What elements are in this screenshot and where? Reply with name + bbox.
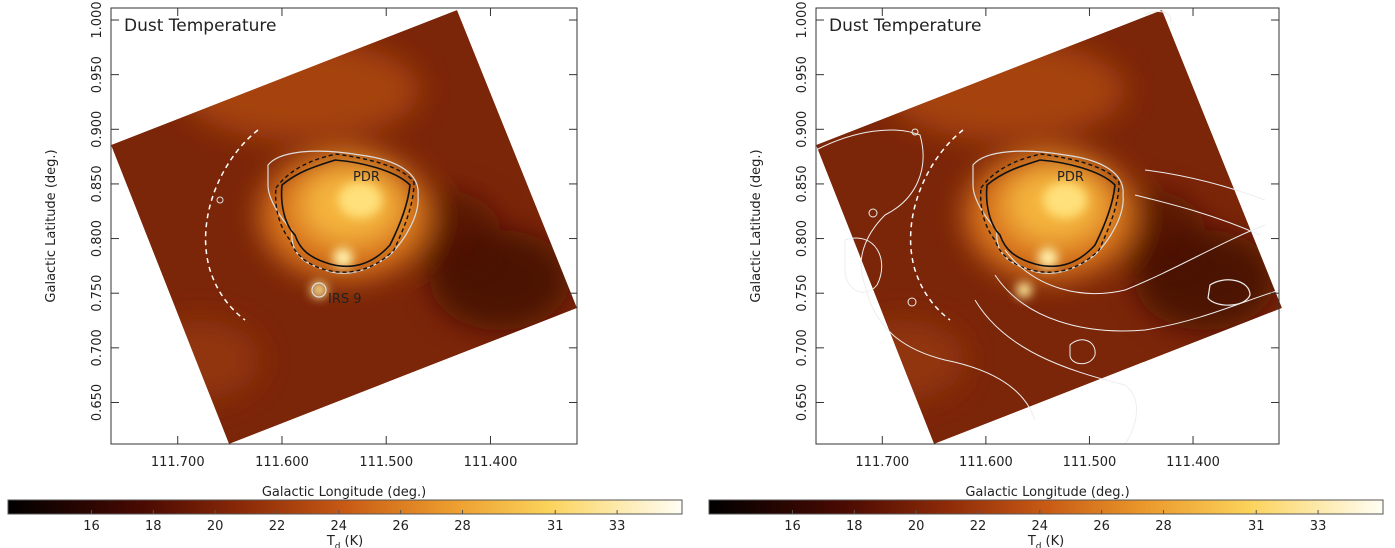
y-axis-label: Galactic Latitude (deg.)	[44, 149, 59, 302]
panel-image	[111, 10, 577, 444]
annotation: PDR	[1057, 170, 1084, 185]
colorbar-label-subscript: d	[1036, 542, 1042, 548]
annotation: PDR	[353, 170, 380, 185]
colorbar-tick-label: 20	[207, 519, 224, 534]
x-axis-label: Galactic Longitude (deg.)	[262, 485, 426, 500]
x-tick-label: 111.700	[855, 455, 909, 470]
page: 111.700 111.600 111.500 111.400 0.650 0.700 0.…	[0, 0, 1395, 548]
y-tick-label: 0.900	[90, 111, 105, 148]
x-tick-label: 111.400	[1166, 455, 1220, 470]
x-tick-label: 111.400	[464, 455, 518, 470]
colorbar-label: Td (K)	[326, 534, 363, 548]
colorbar-tick-label: 28	[454, 519, 471, 534]
colorbar-tick-label: 20	[908, 519, 925, 534]
colorbar-label: Td (K)	[1027, 534, 1064, 548]
colorbar	[709, 500, 1383, 514]
colorbar-tick-label: 16	[83, 519, 100, 534]
colorbar-tick-label: 22	[970, 519, 987, 534]
chart-title: Dust Temperature	[829, 16, 981, 36]
colorbar-label-unit: (K)	[1046, 534, 1065, 548]
colorbar-tick-label: 31	[1248, 519, 1265, 534]
figure: 111.700 111.600 111.500 111.400 0.650 0.700 0.…	[0, 0, 1395, 548]
colorbar-tick-label: 33	[1310, 519, 1327, 534]
y-tick-label: 0.700	[90, 329, 105, 366]
colorbar-tick-label: 18	[145, 519, 162, 534]
y-tick-label: 0.900	[795, 111, 810, 148]
colorbar-tick-label: 31	[547, 519, 564, 534]
x-axis-label: Galactic Longitude (deg.)	[965, 485, 1129, 500]
colorbar-label-symbol: T	[326, 534, 335, 548]
colorbar-tick-label: 24	[1032, 519, 1049, 534]
colorbar-tick-label: 26	[392, 519, 409, 534]
y-tick-label: 0.950	[795, 56, 810, 93]
y-tick-label: 0.800	[90, 220, 105, 257]
y-tick-label: 0.950	[90, 56, 105, 93]
y-tick-label: 0.750	[795, 275, 810, 312]
y-axis-label: Galactic Latitude (deg.)	[749, 149, 764, 302]
colorbar-tick-label: 18	[846, 519, 863, 534]
y-tick-label: 0.650	[90, 384, 105, 421]
y-tick-label: 0.800	[795, 220, 810, 257]
x-tick-label: 111.600	[255, 455, 309, 470]
x-tick-label: 111.500	[359, 455, 413, 470]
x-tick-label: 111.600	[959, 455, 1013, 470]
y-tick-label: 0.850	[90, 165, 105, 202]
y-tick-label: 1.000	[795, 1, 810, 38]
colorbar-tick-label: 28	[1155, 519, 1172, 534]
y-tick-label: 0.650	[795, 384, 810, 421]
chart-title: Dust Temperature	[124, 16, 276, 36]
colorbar-label-symbol: T	[1027, 534, 1036, 548]
x-tick-label: 111.500	[1063, 455, 1117, 470]
y-tick-label: 0.700	[795, 329, 810, 366]
colorbar-tick-label: 24	[331, 519, 348, 534]
x-tick-label: 111.700	[151, 455, 205, 470]
colorbar-label-subscript: d	[335, 542, 341, 548]
colorbar-label-unit: (K)	[345, 534, 364, 548]
y-tick-label: 0.850	[795, 165, 810, 202]
y-tick-label: 0.750	[90, 275, 105, 312]
annotation: IRS 9	[328, 292, 362, 307]
colorbar-tick-label: 22	[269, 519, 286, 534]
colorbar	[8, 500, 682, 514]
y-tick-label: 1.000	[90, 1, 105, 38]
colorbar-tick-label: 26	[1093, 519, 1110, 534]
colorbar-tick-label: 16	[784, 519, 801, 534]
colorbar-tick-label: 33	[609, 519, 626, 534]
panel-image	[816, 10, 1282, 444]
